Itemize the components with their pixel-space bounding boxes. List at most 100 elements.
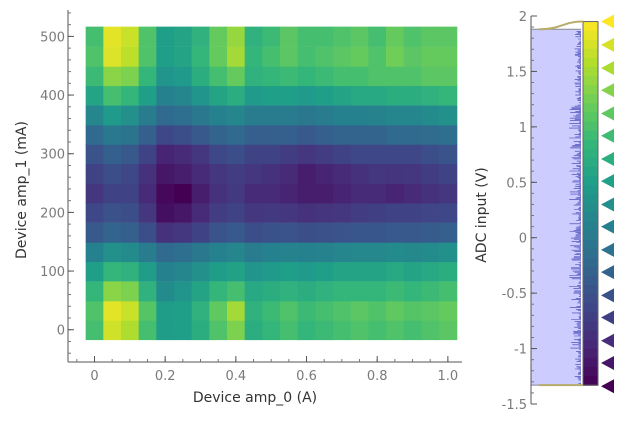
heatmap-cell: [103, 163, 122, 185]
colorbar-segment: [583, 266, 598, 277]
heatmap-cell: [121, 222, 140, 243]
heatmap-cell: [156, 163, 175, 185]
level-marker[interactable]: [601, 333, 614, 348]
histogram-chart: -1.5 -1 -0.5 0 0.5 1 1.5 2 ADC input (V): [474, 10, 614, 413]
heatmap-cell: [386, 319, 405, 341]
level-marker[interactable]: [601, 83, 614, 98]
heatmap-cell: [191, 241, 210, 263]
heatmap-cell: [262, 241, 281, 263]
heatmap-cell: [191, 46, 210, 67]
heatmap-cell: [103, 143, 122, 165]
heatmap-cell: [439, 124, 458, 145]
level-marker[interactable]: [601, 219, 614, 234]
heatmap-cell: [227, 105, 246, 126]
level-marker[interactable]: [601, 152, 614, 167]
heatmap-cell: [227, 65, 246, 87]
heatmap-cell: [297, 222, 316, 243]
histogram-y-tick-label: -1.5: [502, 398, 527, 413]
colorbar-segment: [583, 366, 598, 377]
heatmap-cell: [191, 319, 210, 341]
heatmap-cell: [368, 105, 387, 126]
heatmap-cell: [333, 222, 352, 243]
heatmap-cell: [386, 281, 405, 302]
heatmap-cell: [103, 261, 122, 282]
heatmap-cell: [368, 26, 387, 47]
heatmap-cell: [85, 105, 104, 126]
heatmap-cell: [138, 105, 157, 126]
heatmap-cell: [297, 319, 316, 341]
level-marker[interactable]: [601, 242, 614, 257]
heatmap-cell: [227, 163, 246, 185]
heatmap-y-tick-label: 500: [40, 30, 65, 45]
heatmap-cell: [439, 163, 458, 185]
heatmap-cell: [386, 163, 405, 185]
level-marker[interactable]: [601, 174, 614, 189]
heatmap-cell: [191, 143, 210, 165]
heatmap-cell: [368, 261, 387, 282]
level-marker[interactable]: [601, 61, 614, 76]
colorbar-segment: [583, 48, 598, 59]
heatmap-cell: [297, 241, 316, 263]
heatmap-cell: [403, 222, 422, 243]
level-marker[interactable]: [601, 355, 614, 370]
heatmap-cell: [244, 222, 263, 243]
heatmap-cell: [421, 143, 440, 165]
heatmap-cell: [403, 202, 422, 223]
heatmap-cell: [174, 300, 193, 321]
colorbar-segment: [583, 30, 598, 41]
colorbar-segment: [583, 248, 598, 259]
heatmap-cell: [368, 202, 387, 223]
heatmap-cell: [85, 124, 104, 145]
heatmap-cell: [333, 163, 352, 185]
heatmap-cell: [421, 319, 440, 341]
histogram-y-tick-label: 0.5: [506, 176, 527, 191]
level-marker[interactable]: [601, 128, 614, 143]
heatmap-cell: [85, 281, 104, 302]
heatmap-cell: [368, 222, 387, 243]
heatmap-cell: [297, 105, 316, 126]
heatmap-cell: [333, 105, 352, 126]
colorbar-segment: [583, 212, 598, 223]
colorbar-segment: [583, 121, 598, 132]
heatmap-cell: [262, 300, 281, 321]
heatmap-cell: [333, 183, 352, 204]
heatmap-cell: [138, 202, 157, 223]
heatmap-cell: [138, 85, 157, 106]
colorbar-segment: [583, 376, 598, 386]
heatmap-cell: [103, 183, 122, 204]
heatmap-cell: [227, 143, 246, 165]
colorbar-segment: [583, 66, 598, 77]
level-marker[interactable]: [601, 37, 614, 52]
heatmap-cell: [174, 105, 193, 126]
heatmap-cell: [138, 26, 157, 47]
heatmap-cell: [103, 319, 122, 341]
level-marker[interactable]: [601, 14, 614, 29]
level-marker[interactable]: [601, 288, 614, 303]
heatmap-cell: [403, 26, 422, 47]
heatmap-cell: [350, 222, 369, 243]
level-marker[interactable]: [601, 197, 614, 212]
histogram-axes: -1.5 -1 -0.5 0 0.5 1 1.5 2: [502, 10, 537, 413]
heatmap-cell: [85, 46, 104, 67]
level-marker[interactable]: [601, 310, 614, 325]
heatmap-cell: [333, 261, 352, 282]
heatmap-cell: [121, 281, 140, 302]
heatmap-x-axis-label: Device amp_0 (A): [193, 390, 317, 406]
heatmap-cell: [262, 65, 281, 87]
heatmap-cell: [227, 319, 246, 341]
heatmap-cell: [209, 300, 228, 321]
heatmap-cell: [421, 300, 440, 321]
heatmap-cell: [297, 183, 316, 204]
heatmap-cell: [174, 241, 193, 263]
heatmap-cell: [403, 281, 422, 302]
level-marker[interactable]: [601, 265, 614, 280]
heatmap-cell: [244, 26, 263, 47]
heatmap-cell: [156, 241, 175, 263]
heatmap-cell: [280, 65, 299, 87]
heatmap-cell: [403, 143, 422, 165]
level-marker[interactable]: [601, 379, 614, 394]
heatmap-cell: [386, 300, 405, 321]
heatmap-cell: [156, 319, 175, 341]
level-marker[interactable]: [601, 106, 614, 121]
heatmap-cell: [209, 241, 228, 263]
